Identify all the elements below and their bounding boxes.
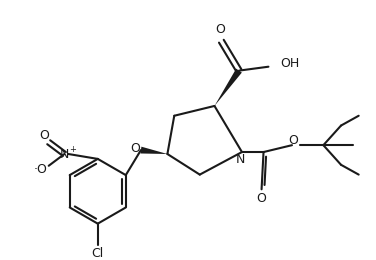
- Text: N: N: [235, 153, 245, 166]
- Text: N: N: [60, 147, 69, 160]
- Polygon shape: [214, 69, 242, 106]
- Text: +: +: [69, 145, 76, 154]
- Text: OH: OH: [280, 57, 299, 70]
- Text: ·O: ·O: [34, 163, 48, 176]
- Text: O: O: [288, 134, 298, 147]
- Text: O: O: [215, 23, 225, 36]
- Text: O: O: [39, 129, 49, 142]
- Text: Cl: Cl: [92, 246, 104, 259]
- Text: O: O: [130, 142, 140, 155]
- Polygon shape: [140, 147, 167, 154]
- Text: O: O: [257, 192, 267, 205]
